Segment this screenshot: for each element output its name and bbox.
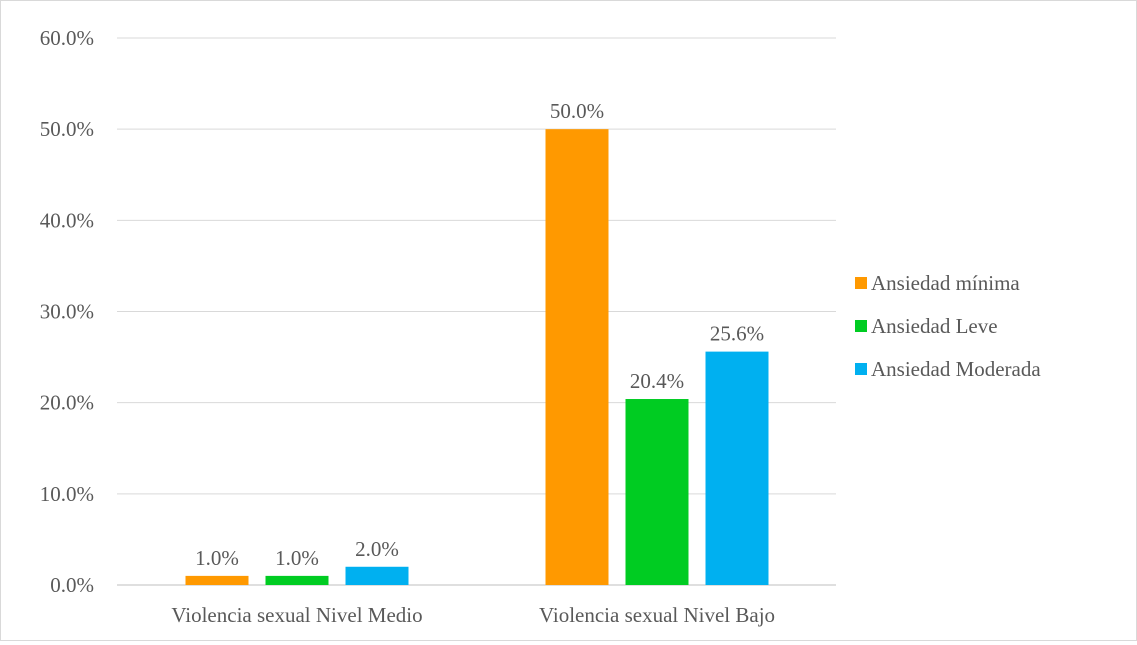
y-tick-label: 10.0% <box>40 482 94 506</box>
x-tick-label: Violencia sexual Nivel Medio <box>171 603 422 627</box>
legend-item: Ansiedad Moderada <box>855 357 1041 381</box>
data-label: 50.0% <box>550 99 604 123</box>
data-label: 20.4% <box>630 369 684 393</box>
x-tick-label: Violencia sexual Nivel Bajo <box>539 603 775 627</box>
bar <box>265 575 329 585</box>
data-labels: 1.0% 1.0% 2.0% 50.0% 20.4% 25.6% <box>195 99 764 570</box>
data-label: 1.0% <box>195 546 239 570</box>
x-axis-tick-labels: Violencia sexual Nivel Medio Violencia se… <box>171 603 775 627</box>
legend: Ansiedad mínima Ansiedad Leve Ansiedad Mod… <box>855 271 1041 381</box>
legend-label: Ansiedad mínima <box>871 271 1020 295</box>
legend-item: Ansiedad mínima <box>855 271 1020 295</box>
bar <box>185 575 249 585</box>
data-label: 1.0% <box>275 546 319 570</box>
y-tick-label: 20.0% <box>40 391 94 415</box>
legend-label: Ansiedad Leve <box>871 314 998 338</box>
legend-item: Ansiedad Leve <box>855 314 998 338</box>
gridlines <box>117 37 836 586</box>
bar <box>345 566 409 585</box>
bar <box>545 129 609 585</box>
y-tick-label: 30.0% <box>40 300 94 324</box>
data-label: 2.0% <box>355 537 399 561</box>
bar <box>625 399 689 585</box>
y-tick-label: 60.0% <box>40 26 94 50</box>
y-tick-label: 0.0% <box>50 573 94 597</box>
bar <box>705 351 769 585</box>
data-label: 25.6% <box>710 322 764 346</box>
legend-swatch <box>855 363 867 375</box>
y-tick-label: 50.0% <box>40 117 94 141</box>
legend-swatch <box>855 277 867 289</box>
y-tick-label: 40.0% <box>40 208 94 232</box>
legend-swatch <box>855 320 867 332</box>
y-axis-tick-labels: 0.0% 10.0% 20.0% 30.0% 40.0% 50.0% 60.0% <box>40 26 94 597</box>
bars <box>185 129 769 585</box>
legend-label: Ansiedad Moderada <box>871 357 1041 381</box>
